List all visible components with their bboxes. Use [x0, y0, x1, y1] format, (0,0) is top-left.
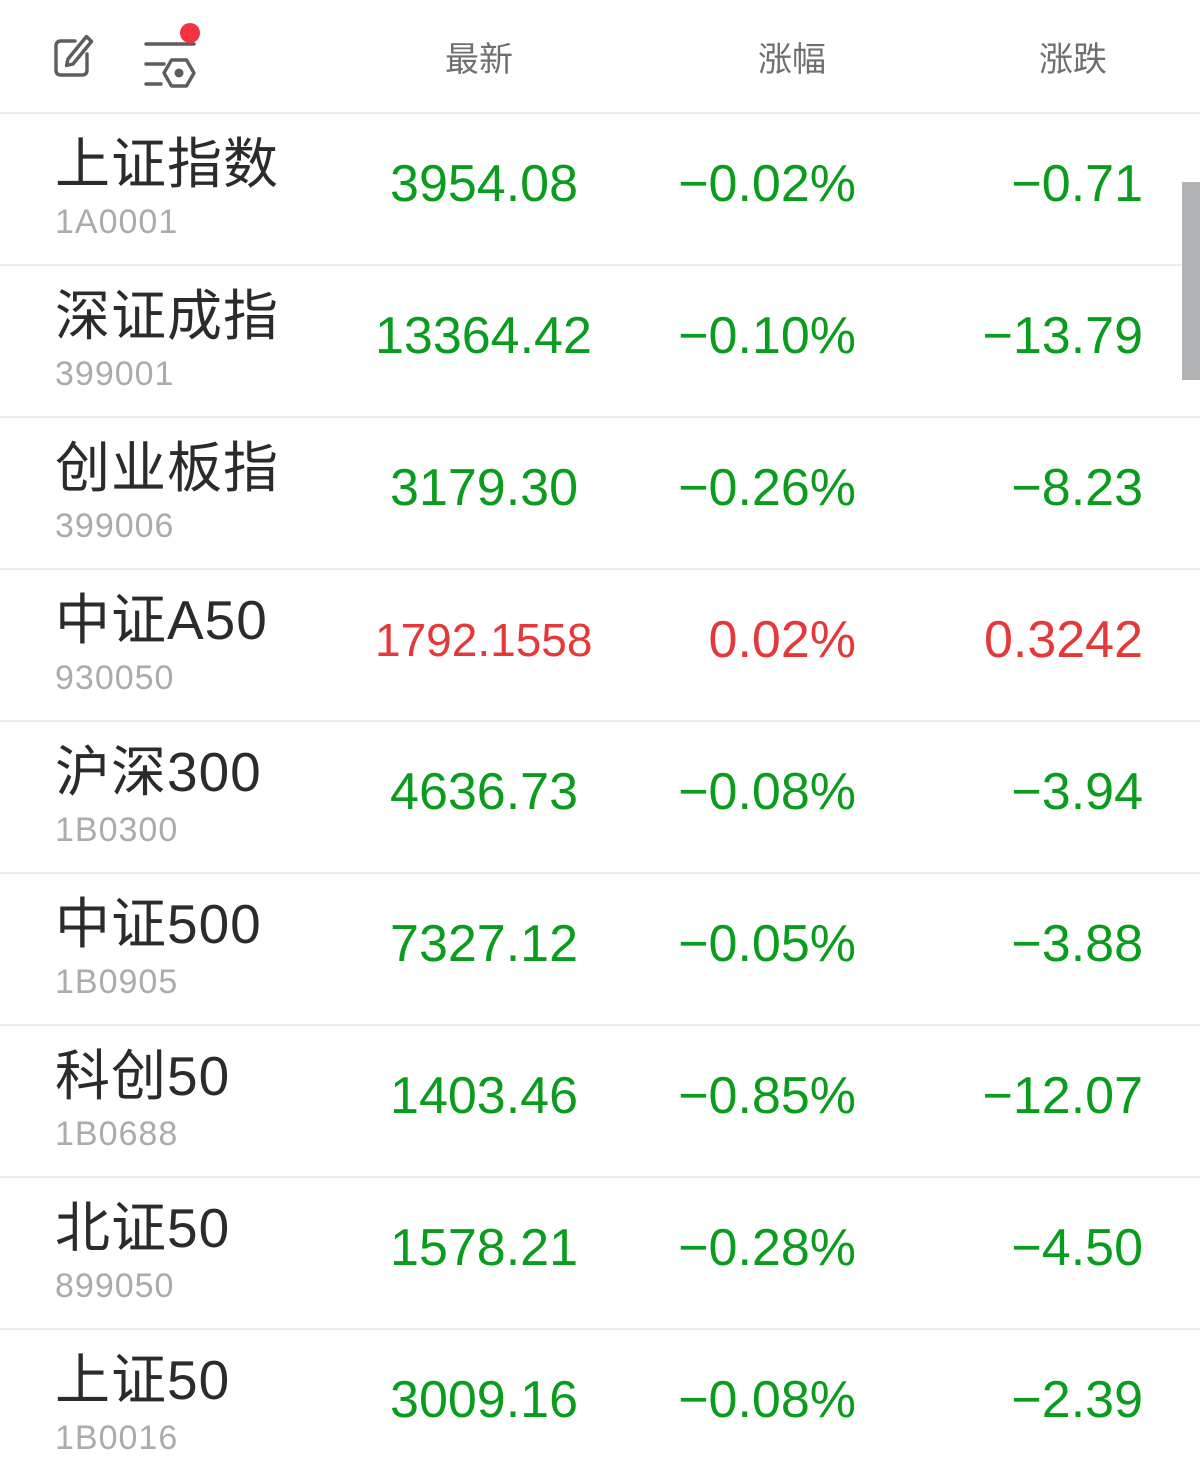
index-name: 科创50 — [55, 1045, 231, 1108]
index-identity: 中证A50 930050 — [0, 589, 375, 698]
toolbar-icon-group — [0, 23, 375, 89]
display-settings-button[interactable] — [144, 23, 202, 89]
index-row[interactable]: 科创50 1B0688 1403.46 −0.85% −12.07 — [0, 1026, 1200, 1178]
index-identity: 北证50 899050 — [0, 1197, 375, 1306]
watchlist-toolbar: 最新 涨幅 涨跌 — [0, 0, 1200, 114]
latest-price: 4636.73 — [390, 763, 578, 821]
index-row[interactable]: 创业板指 399006 3179.30 −0.26% −8.23 — [0, 418, 1200, 570]
change-amount: −0.71 — [1011, 155, 1143, 213]
index-name: 上证指数 — [55, 133, 280, 196]
latest-price: 7327.12 — [390, 915, 578, 973]
change-amount: −12.07 — [982, 1067, 1144, 1125]
index-code: 899050 — [55, 1266, 175, 1305]
index-identity: 上证50 1B0016 — [0, 1349, 375, 1458]
index-code: 930050 — [55, 658, 175, 697]
index-identity: 沪深300 1B0300 — [0, 741, 375, 850]
change-percent: −0.28% — [678, 1219, 856, 1277]
change-amount: −4.50 — [1011, 1219, 1143, 1277]
index-name: 中证A50 — [55, 589, 268, 652]
change-percent: −0.05% — [678, 915, 856, 973]
index-name: 创业板指 — [55, 437, 280, 500]
index-name: 深证成指 — [55, 285, 280, 348]
change-amount: −3.94 — [1011, 763, 1143, 821]
index-code: 1B0905 — [55, 962, 179, 1001]
index-identity: 深证成指 399001 — [0, 285, 375, 394]
change-percent: −0.85% — [678, 1067, 856, 1125]
latest-price: 3009.16 — [390, 1371, 578, 1429]
latest-price: 13364.42 — [375, 307, 592, 365]
index-row[interactable]: 中证500 1B0905 7327.12 −0.05% −3.88 — [0, 874, 1200, 1026]
change-percent: −0.26% — [678, 459, 856, 517]
compose-icon — [54, 34, 94, 77]
notification-badge-dot — [180, 23, 200, 43]
index-identity: 科创50 1B0688 — [0, 1045, 375, 1154]
change-amount: −13.79 — [982, 307, 1144, 365]
index-code: 1A0001 — [55, 202, 179, 241]
index-name: 中证500 — [55, 893, 262, 956]
change-percent: 0.02% — [708, 611, 856, 669]
index-list: 上证指数 1A0001 3954.08 −0.02% −0.71 深证成指 39… — [0, 114, 1200, 1469]
latest-price: 1403.46 — [390, 1067, 578, 1125]
column-header-change-amount[interactable]: 涨跌 — [1039, 40, 1107, 79]
index-row[interactable]: 沪深300 1B0300 4636.73 −0.08% −3.94 — [0, 722, 1200, 874]
change-percent: −0.08% — [678, 763, 856, 821]
latest-price: 3954.08 — [390, 155, 578, 213]
filter-settings-icon — [144, 23, 200, 88]
index-identity: 创业板指 399006 — [0, 437, 375, 546]
index-identity: 上证指数 1A0001 — [0, 133, 375, 242]
change-amount: −3.88 — [1011, 915, 1143, 973]
index-row[interactable]: 深证成指 399001 13364.42 −0.10% −13.79 — [0, 266, 1200, 418]
index-row[interactable]: 北证50 899050 1578.21 −0.28% −4.50 — [0, 1178, 1200, 1330]
change-percent: −0.08% — [678, 1371, 856, 1429]
index-row[interactable]: 上证50 1B0016 3009.16 −0.08% −2.39 — [0, 1330, 1200, 1469]
index-code: 399001 — [55, 354, 175, 393]
index-row[interactable]: 中证A50 930050 1792.1558 0.02% 0.3242 — [0, 570, 1200, 722]
latest-price: 3179.30 — [390, 459, 578, 517]
scrollbar-thumb[interactable] — [1182, 182, 1200, 380]
change-amount: 0.3242 — [983, 611, 1143, 669]
index-row[interactable]: 上证指数 1A0001 3954.08 −0.02% −0.71 — [0, 114, 1200, 266]
index-name: 北证50 — [55, 1197, 231, 1260]
index-name: 上证50 — [55, 1349, 231, 1412]
change-percent: −0.02% — [678, 155, 856, 213]
column-header-latest[interactable]: 最新 — [445, 40, 513, 79]
change-amount: −8.23 — [1011, 459, 1143, 517]
index-name: 沪深300 — [55, 741, 262, 804]
index-code: 1B0688 — [55, 1114, 179, 1153]
index-code: 1B0016 — [55, 1418, 179, 1457]
edit-watchlist-button[interactable] — [52, 34, 94, 78]
index-identity: 中证500 1B0905 — [0, 893, 375, 1002]
column-header-change-percent[interactable]: 涨幅 — [758, 40, 826, 79]
index-code: 399006 — [55, 506, 175, 545]
change-amount: −2.39 — [1011, 1371, 1143, 1429]
latest-price: 1792.1558 — [375, 614, 593, 666]
latest-price: 1578.21 — [390, 1219, 578, 1277]
change-percent: −0.10% — [678, 307, 856, 365]
index-code: 1B0300 — [55, 810, 179, 849]
